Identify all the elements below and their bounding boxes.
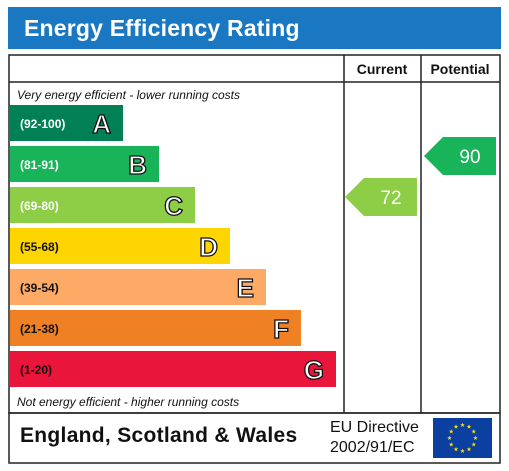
band-range-a: (92-100) <box>20 117 65 131</box>
eu-flag-icon <box>433 418 492 458</box>
band-letter-e: E <box>237 273 254 303</box>
potential-value: 90 <box>459 147 480 168</box>
band-range-c: (69-80) <box>20 199 59 213</box>
current-column-header: Current <box>357 61 408 77</box>
band-b: (81-91) B <box>10 146 159 182</box>
band-g: (1-20) G <box>10 351 336 387</box>
potential-column-header: Potential <box>430 61 489 77</box>
band-a: (92-100) A <box>10 105 123 141</box>
directive-line-2: 2002/91/EC <box>330 438 419 458</box>
eu-directive: EU Directive 2002/91/EC <box>330 418 419 458</box>
band-letter-d: D <box>199 232 218 262</box>
band-d: (55-68) D <box>10 228 230 264</box>
band-letter-a: A <box>92 109 111 139</box>
top-note: Very energy efficient - lower running co… <box>17 88 240 102</box>
current-value: 72 <box>380 188 401 209</box>
band-range-d: (55-68) <box>20 240 59 254</box>
rating-bands: (92-100) A (81-91) B (69-80) C (55-68) D (39-54)… <box>10 105 336 387</box>
band-range-g: (1-20) <box>20 363 52 377</box>
band-range-b: (81-91) <box>20 158 59 172</box>
band-e: (39-54) E <box>10 269 266 305</box>
footer-region: England, Scotland & Wales <box>20 424 297 448</box>
band-letter-c: C <box>164 191 183 221</box>
band-f: (21-38) F <box>10 310 301 346</box>
directive-line-1: EU Directive <box>330 418 419 438</box>
band-range-e: (39-54) <box>20 281 59 295</box>
band-bar-g <box>10 351 336 387</box>
bottom-note: Not energy efficient - higher running co… <box>17 395 239 409</box>
band-letter-f: F <box>273 314 289 344</box>
band-c: (69-80) C <box>10 187 195 223</box>
band-range-f: (21-38) <box>20 322 59 336</box>
band-letter-g: G <box>304 355 324 385</box>
band-letter-b: B <box>128 150 147 180</box>
